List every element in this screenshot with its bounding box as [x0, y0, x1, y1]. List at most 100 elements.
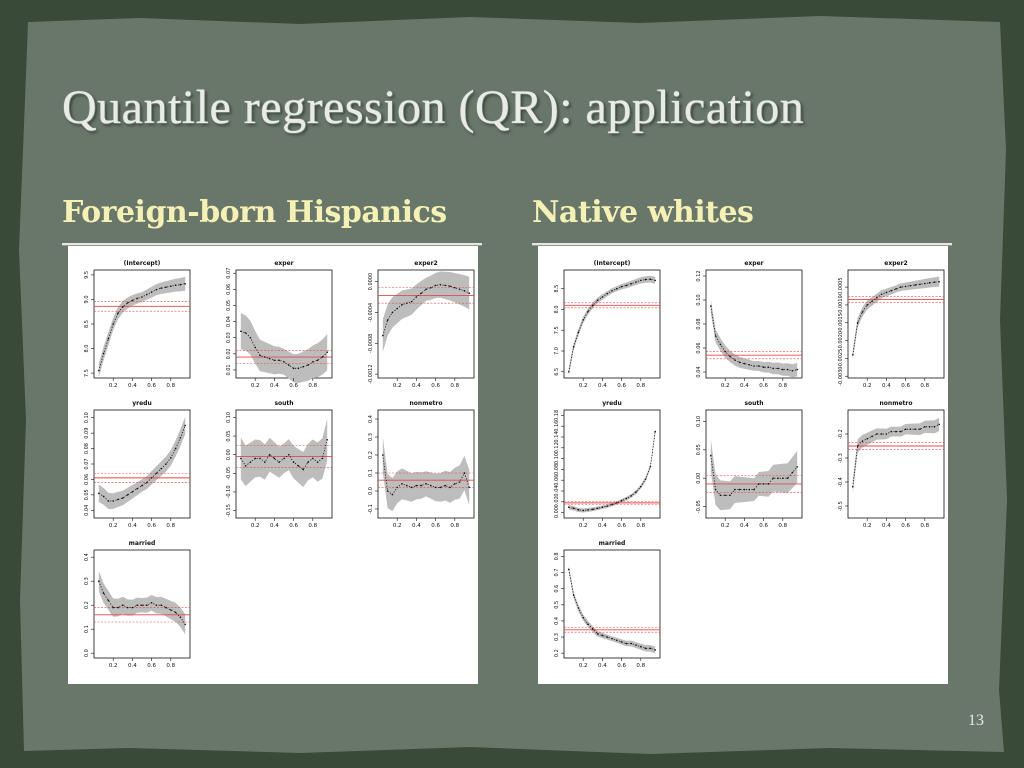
qr-point [146, 604, 148, 606]
y-tick-label: -0.05 [696, 500, 702, 513]
qr-point [107, 599, 110, 602]
qr-point [396, 307, 399, 310]
qr-point [924, 426, 926, 428]
qr-point [463, 290, 466, 292]
qr-point [714, 335, 717, 337]
x-tick-label: 0.4 [882, 383, 891, 389]
x-tick-label: 0.8 [778, 523, 787, 529]
qr-point [734, 359, 736, 361]
qr-point [316, 461, 319, 463]
qr-point [654, 649, 656, 651]
qr-point [568, 370, 570, 373]
y-tick-label: 0.00 [696, 473, 702, 484]
qr-point [131, 606, 134, 609]
qr-point [635, 644, 637, 646]
x-tick-label: 0.2 [721, 383, 730, 389]
qr-point [292, 367, 295, 370]
qr-point [283, 457, 285, 460]
qr-panel-south: south 0.2 0.4 0.6 0.8 -0.05 0.00 0.05 0.10 [696, 400, 803, 529]
qr-point [288, 364, 290, 366]
y-tick-label: 8.5 [554, 285, 560, 293]
qr-point [136, 487, 138, 490]
y-tick-label: 9.5 [84, 271, 90, 279]
qr-point [909, 284, 912, 287]
figure-foreign-born-hispanics: (Intercept) 0.2 0.4 0.6 0.8 7.5 8.0 8.5 9.0 9.5 ex… [68, 246, 478, 684]
qr-point [625, 284, 628, 287]
y-tick-label: 0.4 [554, 617, 560, 625]
qr-point [738, 361, 741, 364]
qr-point [630, 495, 632, 497]
qr-point [297, 367, 300, 370]
x-tick-label: 0.8 [636, 663, 645, 669]
qr-point [611, 637, 613, 640]
qr-point [170, 609, 172, 611]
qr-point [278, 461, 280, 463]
qr-point [254, 457, 256, 460]
x-tick-label: 0.4 [270, 523, 279, 529]
x-tick-label: 0.4 [740, 523, 749, 529]
qr-point [259, 457, 261, 460]
qr-point [640, 485, 642, 488]
x-tick-label: 0.8 [166, 663, 175, 669]
slide-title: Quantile regression (QR): application [62, 81, 805, 134]
qr-point [904, 285, 907, 288]
panel-title: exper2 [884, 260, 907, 267]
qr-panels-right: (Intercept) 0.2 0.4 0.6 0.8 6.5 7.0 7.5 8.0 8.5 ex… [554, 260, 945, 669]
x-tick-label: 0.8 [920, 383, 929, 389]
qr-point [620, 499, 623, 502]
confidence-band [240, 313, 328, 383]
qr-point [904, 428, 907, 430]
x-tick-label: 0.2 [579, 663, 588, 669]
qr-point [184, 623, 186, 626]
y-tick-label: 0.12 [696, 270, 702, 281]
qr-point [900, 286, 902, 288]
y-tick-label: 0.4 [84, 553, 90, 561]
qr-point [582, 319, 584, 321]
y-tick-label: 0.00 [554, 507, 560, 518]
qr-point [743, 362, 746, 365]
qr-point [278, 359, 280, 362]
x-tick-label: 0.4 [412, 523, 421, 529]
y-tick-label: -0.0004 [368, 303, 374, 322]
x-tick-label: 0.6 [431, 383, 440, 389]
qr-point [582, 509, 584, 512]
qr-point [434, 486, 437, 489]
qr-panel-exper: exper 0.2 0.4 0.6 0.8 0.04 0.06 0.08 0.10 0.12 [696, 260, 803, 389]
y-tick-label: 0.3 [84, 577, 90, 585]
qr-point [635, 491, 637, 493]
qr-point [758, 365, 760, 367]
x-tick-label: 0.2 [579, 523, 588, 529]
y-tick-label: 7.0 [554, 347, 560, 355]
qr-point [596, 299, 599, 302]
qr-point [254, 346, 256, 349]
qr-point [391, 493, 394, 496]
qr-point [719, 343, 722, 346]
qr-point [577, 607, 580, 609]
confidence-band [852, 417, 940, 494]
page-number: 13 [968, 712, 984, 729]
qr-point [165, 606, 167, 609]
qr-point [259, 354, 261, 357]
x-tick-label: 0.4 [598, 523, 607, 529]
y-tick-label: -0.0025 [838, 349, 844, 368]
qr-point [107, 500, 110, 502]
x-tick-label: 0.6 [759, 383, 768, 389]
qr-point [425, 288, 427, 291]
qr-point [244, 332, 247, 334]
x-tick-label: 0.8 [450, 383, 459, 389]
y-tick-label: -0.0012 [368, 364, 374, 383]
qr-point [738, 488, 741, 491]
qr-point [406, 484, 408, 487]
qr-point [454, 483, 456, 485]
y-tick-label: 0.2 [84, 601, 90, 609]
qr-point [928, 282, 931, 284]
confidence-band [852, 276, 940, 360]
y-tick-label: 0.1 [84, 625, 90, 633]
qr-point [141, 484, 143, 487]
qr-point [611, 503, 613, 506]
qr-point [415, 484, 418, 487]
confidence-band [382, 437, 470, 512]
qr-point [649, 278, 652, 280]
right-column-heading: Native whites [532, 195, 754, 230]
